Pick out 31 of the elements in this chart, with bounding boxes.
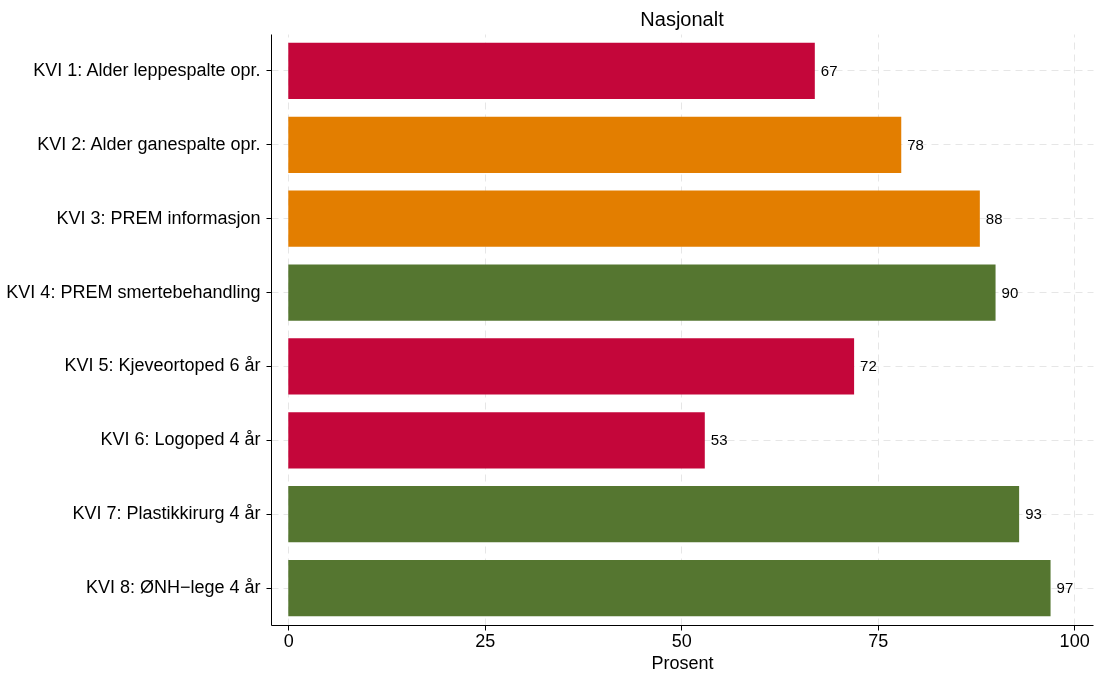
x-tick-label: 25 bbox=[475, 630, 496, 651]
y-tick-label: KVI 6: Logoped 4 år bbox=[100, 429, 261, 450]
chart-title: Nasjonalt bbox=[640, 8, 725, 30]
data-label: 90 bbox=[1001, 283, 1019, 301]
bar bbox=[288, 42, 815, 100]
data-label: 53 bbox=[710, 431, 728, 449]
y-tick-label: KVI 7: Plastikkirurg 4 år bbox=[72, 503, 261, 524]
bar bbox=[288, 264, 996, 321]
y-tick-label: KVI 1: Alder leppespalte opr. bbox=[33, 59, 261, 80]
data-label: 78 bbox=[907, 135, 924, 153]
y-tick-label: KVI 4: PREM smertebehandling bbox=[6, 281, 261, 302]
data-label: 97 bbox=[1056, 579, 1074, 597]
bar bbox=[288, 559, 1051, 617]
data-label: 93 bbox=[1025, 505, 1042, 523]
bar bbox=[288, 190, 980, 247]
data-label: 67 bbox=[820, 61, 838, 79]
x-tick-label: 50 bbox=[671, 630, 692, 651]
bar bbox=[288, 486, 1020, 543]
x-axis-title: Prosent bbox=[651, 652, 714, 673]
data-label: 72 bbox=[860, 357, 877, 375]
x-tick-label: 100 bbox=[1059, 630, 1090, 651]
x-tick-label: 75 bbox=[868, 630, 889, 651]
bar bbox=[288, 338, 855, 395]
y-tick-label: KVI 3: PREM informasjon bbox=[56, 207, 261, 228]
y-tick-label: KVI 2: Alder ganespalte opr. bbox=[37, 133, 261, 154]
bar bbox=[288, 116, 902, 173]
y-tick-label: KVI 8: ØNH−lege 4 år bbox=[85, 577, 261, 598]
y-tick-label: KVI 5: Kjeveortoped 6 år bbox=[64, 355, 261, 376]
bar bbox=[288, 412, 705, 469]
data-label: 88 bbox=[985, 209, 1003, 227]
x-tick-label: 0 bbox=[283, 630, 294, 651]
